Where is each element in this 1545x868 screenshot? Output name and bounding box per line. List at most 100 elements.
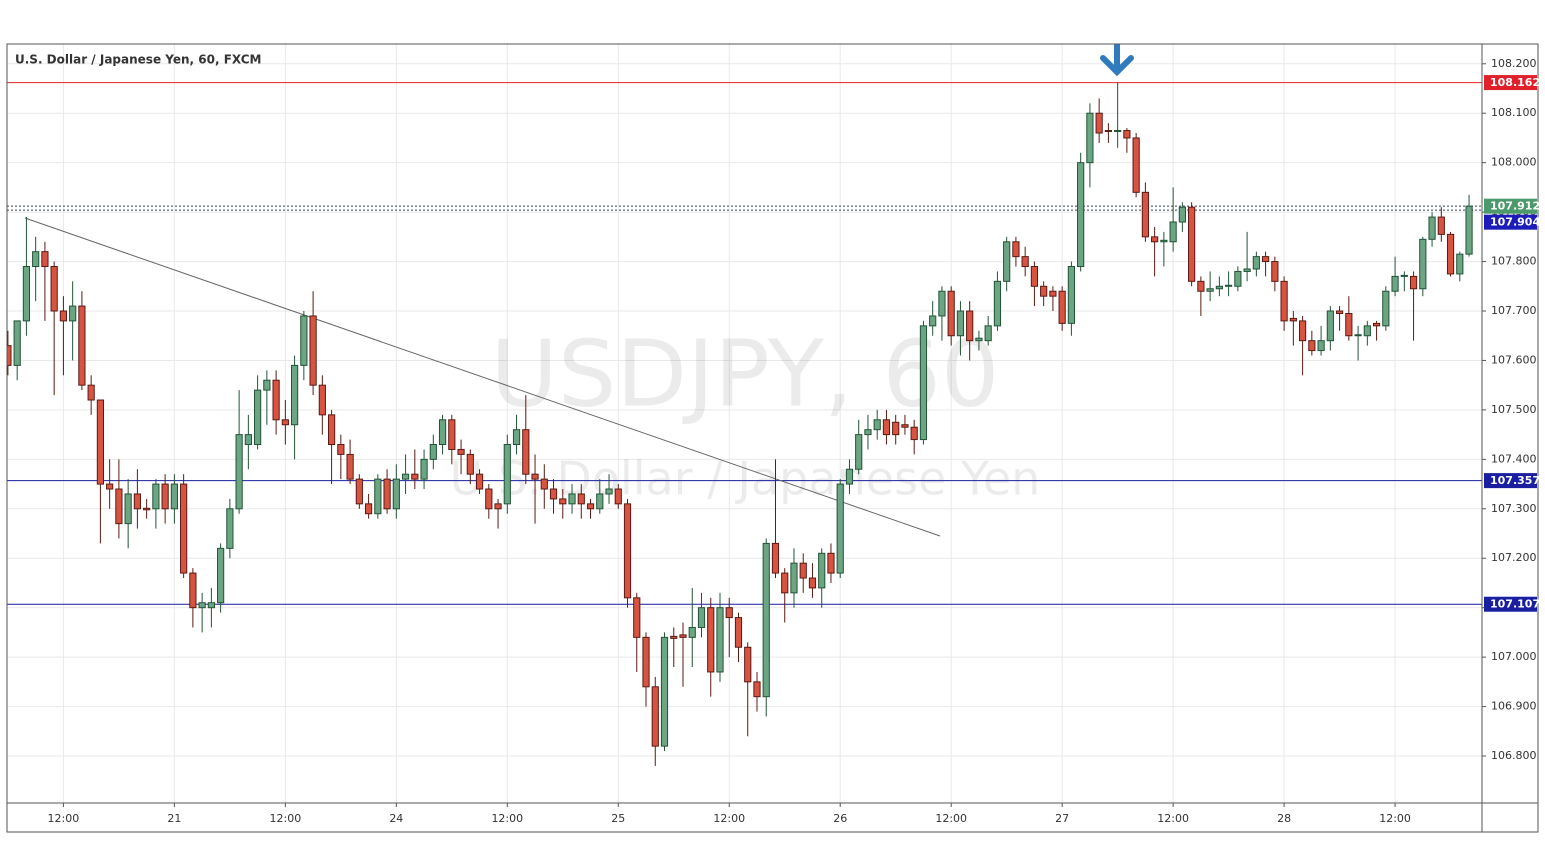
level-label: 107.912: [1490, 200, 1540, 213]
candle-body: [910, 426, 918, 441]
candle-body: [1215, 285, 1223, 290]
chart-border: [6, 43, 1539, 833]
candle-body: [383, 478, 391, 510]
candle-body: [1382, 290, 1390, 327]
candle-body: [1086, 112, 1094, 164]
y-tick-label: 107.600: [1491, 353, 1537, 366]
y-tick-label: 107.000: [1491, 650, 1537, 663]
candle-body: [1354, 334, 1362, 337]
candles: [7, 82, 1473, 766]
candle-body: [808, 577, 817, 589]
candle-body: [1409, 275, 1418, 290]
candle-body: [614, 488, 622, 505]
candle-body: [1206, 288, 1214, 292]
candle-body: [22, 266, 31, 322]
candle-body: [1252, 256, 1260, 270]
candle-body: [1012, 241, 1020, 258]
candle-body: [337, 444, 345, 455]
candle-body: [475, 473, 484, 490]
candle-body: [522, 429, 530, 475]
x-tick-label: 27: [1055, 812, 1069, 825]
candle-body: [1225, 284, 1233, 287]
candle-body: [679, 634, 687, 638]
x-tick-label: 12:00: [1157, 812, 1189, 825]
candle-body: [161, 483, 169, 510]
candle-body: [1345, 312, 1353, 337]
candle-body: [901, 424, 909, 428]
candle-body: [1169, 221, 1177, 243]
level-label-box: [1484, 75, 1537, 91]
candle-body: [133, 493, 141, 510]
candle-body: [716, 607, 724, 673]
candle-body: [485, 488, 493, 510]
candle-body: [753, 681, 761, 698]
candle-body: [346, 453, 354, 480]
candle-body: [725, 607, 733, 619]
candle-body: [1308, 340, 1316, 352]
candle-body: [309, 315, 317, 386]
y-tick-label: 108.200: [1491, 57, 1537, 70]
level-label: 107.904: [1490, 216, 1540, 229]
candle-body: [697, 607, 706, 628]
candle-body: [106, 483, 114, 490]
candle-body: [1114, 130, 1122, 133]
candle-body: [355, 478, 363, 505]
candle-body: [1188, 206, 1196, 282]
level-label: 107.357: [1490, 474, 1540, 487]
candle-body: [281, 419, 289, 426]
level-label-box: [1484, 214, 1537, 230]
candle-body: [873, 419, 881, 431]
candle-body: [392, 478, 400, 510]
candle-body: [254, 389, 262, 446]
candle-body: [420, 458, 428, 480]
level-label-box: [1484, 198, 1537, 214]
candle-body: [744, 646, 752, 683]
candle-body: [586, 503, 595, 510]
y-tick-label: 107.500: [1491, 403, 1537, 416]
candle-body: [374, 478, 382, 515]
candle-body: [32, 251, 40, 268]
candle-body: [503, 444, 511, 505]
candle-body: [1095, 112, 1103, 134]
candle-body: [975, 337, 983, 342]
candle-body: [993, 280, 1002, 327]
candle-body: [938, 290, 946, 317]
x-tick-label: 24: [389, 812, 403, 825]
candle-body: [540, 478, 548, 490]
candle-body: [327, 414, 336, 446]
candle-body: [1197, 280, 1205, 292]
y-tick-label: 107.800: [1491, 255, 1537, 268]
axes: 106.800106.900107.000107.100107.200107.3…: [48, 57, 1541, 825]
candle-body: [1419, 238, 1427, 290]
y-tick-label: 106.800: [1491, 749, 1537, 762]
x-tick-label: 26: [833, 812, 847, 825]
candle-body: [790, 562, 798, 594]
candle-body: [318, 384, 326, 416]
candle-body: [818, 552, 826, 589]
candle-body: [596, 493, 604, 510]
candle-body: [919, 325, 928, 441]
x-tick-label: 28: [1277, 812, 1291, 825]
candle-body: [143, 507, 151, 511]
candle-body: [836, 483, 844, 574]
candle-body: [845, 468, 854, 485]
candle-body: [180, 483, 188, 574]
candle-body: [734, 617, 743, 648]
candle-body: [660, 636, 669, 747]
candle-body: [13, 320, 21, 366]
x-tick-label: 12:00: [1379, 812, 1411, 825]
candle-body: [1298, 320, 1307, 342]
candle-body: [300, 315, 308, 366]
candle-body: [170, 483, 178, 510]
x-tick-label: 12:00: [270, 812, 302, 825]
candle-body: [1021, 256, 1029, 268]
candle-body: [466, 453, 474, 475]
candle-body: [1141, 191, 1149, 238]
candle-body: [189, 572, 197, 609]
y-tick-label: 108.000: [1491, 156, 1537, 169]
candle-body: [549, 488, 558, 500]
candle-body: [1391, 275, 1399, 292]
candle-body: [929, 315, 937, 327]
